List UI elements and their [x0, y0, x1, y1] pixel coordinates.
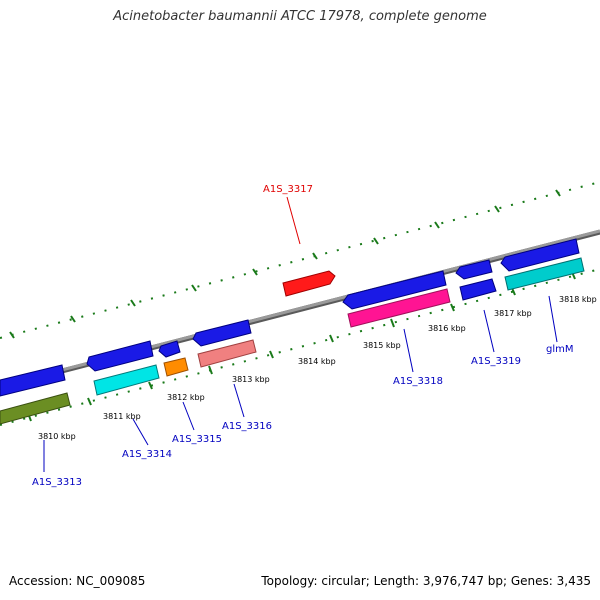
leader-line [132, 418, 149, 446]
inner-major-tick [329, 334, 334, 343]
ruler-label: 3813 kbp [232, 375, 270, 384]
gene-A1S_3316-feature[interactable] [197, 339, 257, 368]
gene-A1S_3317-feature[interactable] [282, 270, 336, 297]
outer-major-tick [434, 221, 440, 229]
ruler-labels: 3810 kbp 3811 kbp 3812 kbp 3813 kbp 3814… [38, 295, 597, 441]
ruler-label: 3811 kbp [103, 412, 141, 421]
ruler-label: 3810 kbp [38, 432, 76, 441]
leader-line [233, 383, 245, 418]
cds-feature[interactable] [500, 238, 580, 272]
outer-ruler [0, 181, 600, 339]
leader-lines [43, 196, 558, 472]
inner-major-tick [390, 318, 395, 328]
gene-label-A1S_3318[interactable]: A1S_3318 [393, 376, 443, 387]
inner-major-tick [87, 397, 92, 406]
gene-glmM-feature[interactable] [504, 257, 585, 291]
outer-major-tick [252, 268, 258, 276]
outer-major-tick [494, 205, 500, 213]
ruler-label: 3816 kbp [428, 324, 466, 333]
genome-title: Acinetobacter baumannii ATCC 17978, comp… [113, 9, 487, 24]
inner-major-tick [450, 303, 455, 312]
gene-label-A1S_3314[interactable]: A1S_3314 [122, 449, 172, 460]
outer-major-tick [191, 284, 197, 292]
outer-major-tick [373, 237, 379, 245]
cds-feature[interactable] [192, 319, 252, 347]
gene-A1S_3318-feature[interactable] [347, 288, 451, 328]
cds-feature[interactable] [459, 278, 497, 301]
outer-major-tick [312, 252, 318, 260]
leader-line [403, 328, 414, 373]
leader-line [483, 309, 495, 353]
leader-line [548, 295, 558, 343]
cds-feature[interactable] [455, 259, 493, 280]
cds-feature[interactable] [342, 270, 447, 310]
inner-minor-ticks [0, 268, 600, 426]
gene-label-A1S_3315[interactable]: A1S_3315 [172, 434, 222, 445]
gene-labels: A1S_3313 A1S_3314 A1S_3315 A1S_3316 A1S_… [32, 184, 574, 488]
leader-line [182, 401, 195, 431]
inner-major-tick [148, 381, 153, 390]
inner-major-tick [208, 365, 213, 375]
inner-ruler [0, 268, 600, 426]
ruler-label: 3815 kbp [363, 341, 401, 350]
gene-features [0, 257, 585, 425]
ruler-label: 3817 kbp [494, 309, 532, 318]
gene-label-A1S_3317[interactable]: A1S_3317 [263, 184, 313, 195]
outer-major-tick [9, 331, 15, 339]
inner-major-tick [269, 350, 274, 359]
cds-feature[interactable] [86, 340, 154, 372]
gene-label-glmM[interactable]: glmM [546, 344, 574, 355]
gene-label-A1S_3316[interactable]: A1S_3316 [222, 421, 272, 432]
outer-major-tick [555, 189, 561, 197]
genome-summary: Topology: circular; Length: 3,976,747 bp… [261, 574, 591, 588]
gene-A1S_3314-feature[interactable] [93, 364, 160, 396]
leader-line [286, 196, 301, 245]
forward-strand-features [282, 270, 336, 297]
ruler-label: 3818 kbp [559, 295, 597, 304]
outer-minor-ticks [0, 181, 600, 339]
ruler-label: 3812 kbp [167, 393, 205, 402]
gene-A1S_3313-feature[interactable] [0, 392, 71, 425]
gene-label-A1S_3313[interactable]: A1S_3313 [32, 477, 82, 488]
ruler-label: 3814 kbp [298, 357, 336, 366]
outer-major-tick [70, 315, 76, 323]
outer-major-tick [130, 299, 136, 307]
accession-info: Accession: NC_009085 [9, 574, 146, 588]
gene-A1S_3315-feature[interactable] [163, 357, 189, 377]
cds-feature[interactable] [158, 340, 181, 358]
cds-feature[interactable] [0, 364, 66, 397]
cds-features [0, 238, 580, 397]
gene-label-A1S_3319[interactable]: A1S_3319 [471, 356, 521, 367]
